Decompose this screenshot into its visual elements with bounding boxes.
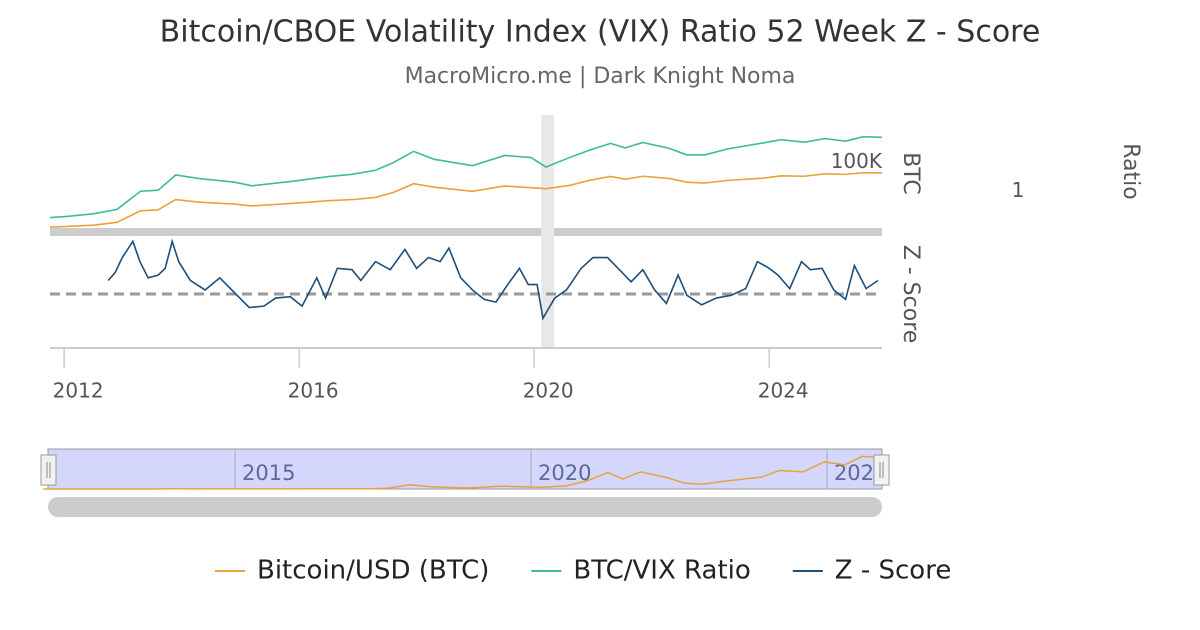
y2-axis-label: Ratio bbox=[1118, 143, 1143, 199]
navigator-window[interactable] bbox=[47, 448, 883, 490]
x-tick-label: 2016 bbox=[288, 379, 339, 403]
y-axis-label: BTC bbox=[898, 152, 923, 195]
y-axis-label: Z - Score bbox=[898, 245, 923, 344]
x-tick-label: 2024 bbox=[758, 379, 809, 403]
legend-label: BTC/VIX Ratio bbox=[573, 556, 750, 586]
x-tick-label: 2012 bbox=[53, 379, 104, 403]
background-layer: 2015 2020 202 bbox=[50, 115, 882, 489]
series-line bbox=[49, 135, 883, 219]
series-line bbox=[49, 171, 883, 228]
navigator-handle-left[interactable] bbox=[40, 454, 57, 486]
panel-separator bbox=[50, 228, 882, 236]
navigator-handle-right[interactable] bbox=[873, 454, 890, 486]
navigator-tick-label: 2015 bbox=[242, 461, 295, 485]
scrollbar[interactable] bbox=[48, 497, 882, 517]
chart-subtitle: MacroMicro.me | Dark Knight Noma bbox=[405, 64, 796, 89]
legend-label: Bitcoin/USD (BTC) bbox=[257, 556, 489, 586]
y-tick-label: 100K bbox=[831, 149, 883, 173]
highlight-band bbox=[541, 115, 555, 348]
series-line bbox=[107, 238, 879, 321]
navigator-tick-label: 2020 bbox=[538, 461, 591, 485]
x-tick-label: 2020 bbox=[523, 379, 574, 403]
navigator-line bbox=[43, 455, 882, 490]
main-layer: 100K 1 BTC Ratio Z - Score 2012 2016 2020 2024 Bi… bbox=[43, 135, 1143, 586]
chart-title: Bitcoin/CBOE Volatility Index (VIX) Rati… bbox=[160, 15, 1041, 50]
legend-label: Z - Score bbox=[835, 556, 952, 586]
y2-tick-label: 1 bbox=[1012, 178, 1025, 202]
